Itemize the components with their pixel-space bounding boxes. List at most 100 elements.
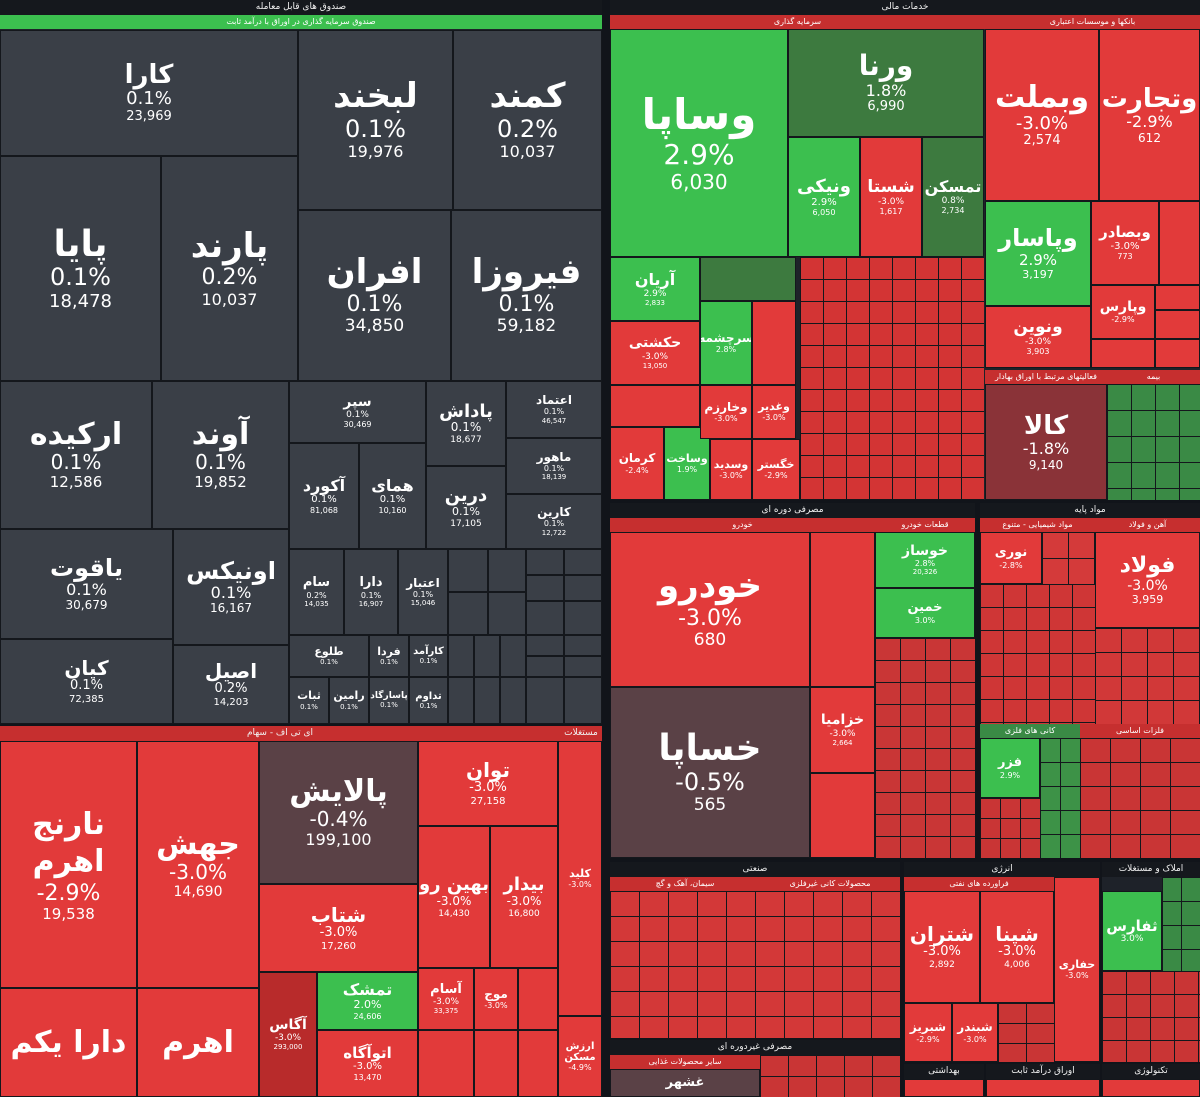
tile-small[interactable] <box>610 385 700 427</box>
tile-vnovin[interactable]: ونوین -3.0% 3,903 <box>985 306 1091 368</box>
tile-tamashk[interactable]: تمشک 2.0% 24,606 <box>317 972 418 1030</box>
tile-varis[interactable]: وپارس -2.9% <box>1091 285 1155 339</box>
tile-vtejarat[interactable]: وتجارت -2.9% 612 <box>1099 29 1200 201</box>
tile-homay[interactable]: همای 0.1% 10,160 <box>359 443 426 549</box>
tile-ahrom[interactable]: اهرم <box>137 988 259 1097</box>
small-tiles-grid[interactable] <box>1080 738 1200 858</box>
tile-small[interactable] <box>1159 201 1200 285</box>
tile-vkharazm[interactable]: وخارزم -3.0% <box>700 385 752 439</box>
tile-small[interactable] <box>564 656 602 677</box>
tile-small[interactable] <box>448 592 488 635</box>
tile-farda[interactable]: فردا 0.1% <box>369 635 409 677</box>
tile-karamad[interactable]: کارآمد 0.1% <box>409 635 448 677</box>
tile-small[interactable] <box>526 656 564 677</box>
tile-asil[interactable]: اصیل 0.2% 14,203 <box>173 645 289 724</box>
tile-small[interactable] <box>500 635 526 677</box>
tile-vanik[interactable]: ونیکی 2.9% 6,050 <box>788 137 860 257</box>
small-tiles-grid[interactable] <box>1102 971 1200 1062</box>
tile-naranj[interactable]: نارنج اهرم -2.9% 19,538 <box>0 741 137 988</box>
tile-khodro[interactable]: خودرو -3.0% 680 <box>610 532 810 687</box>
tile-etemad[interactable]: اعتماد 0.1% 46,547 <box>506 381 602 438</box>
tile-tadavom[interactable]: تداوم 0.1% <box>409 677 448 724</box>
tile-akord[interactable]: آکورد 0.1% 81,068 <box>289 443 359 549</box>
tile-hekmat[interactable]: حکشتی -3.0% 13,050 <box>610 321 700 385</box>
tile-palayesh[interactable]: پالایش -0.4% 199,100 <box>259 741 418 884</box>
tile-small[interactable] <box>518 968 558 1030</box>
tile-shasta[interactable]: شستا -3.0% 1,617 <box>860 137 922 257</box>
tile-shebandar[interactable]: شبندر -3.0% <box>952 1003 998 1062</box>
tile-small[interactable] <box>986 1079 1100 1097</box>
tile-khamin[interactable]: خمین 3.0% <box>875 588 975 638</box>
tile-labkhand[interactable]: لبخند 0.1% 19,976 <box>298 30 453 210</box>
tile-small[interactable] <box>500 677 526 724</box>
tile-small[interactable] <box>564 635 602 656</box>
tile-arzesh[interactable]: ارزش مسکن -4.9% <box>558 1016 602 1097</box>
tile-small[interactable] <box>1155 310 1200 339</box>
tile-fazr[interactable]: فزر 2.9% <box>980 738 1040 798</box>
tile-khsapa[interactable]: خساپا -0.5% 565 <box>610 687 810 858</box>
tile-khegostar[interactable]: خگستر -2.9% <box>752 439 800 500</box>
tile-afran[interactable]: افران 0.1% 34,850 <box>298 210 451 381</box>
tile-sarmad[interactable]: سرچشمه 2.8% <box>700 301 752 385</box>
tile-nouri[interactable]: نوری -2.8% <box>980 532 1042 584</box>
tile-small[interactable] <box>564 575 602 601</box>
tile-small[interactable] <box>448 677 474 724</box>
tile-varna[interactable]: ورنا 1.8% 6,990 <box>788 29 984 137</box>
small-tiles-grid[interactable] <box>1107 384 1200 500</box>
tile-small[interactable] <box>518 1030 558 1097</box>
small-tiles-grid[interactable] <box>760 1055 900 1097</box>
tile-bidar[interactable]: بیدار -3.0% 16,800 <box>490 826 558 968</box>
small-tiles-grid[interactable] <box>998 1003 1054 1062</box>
tile-arian[interactable]: آریان 2.9% 2,833 <box>610 257 700 321</box>
tile-sam[interactable]: سام 0.2% 14,035 <box>289 549 344 635</box>
tile-khosaz[interactable]: خوساز 2.8% 20,326 <box>875 532 975 588</box>
tile-small[interactable] <box>526 635 564 656</box>
tile-kerman[interactable]: کرمان -2.4% <box>610 427 664 500</box>
tile-shabriz[interactable]: شبریز -2.9% <box>904 1003 952 1062</box>
small-tiles-grid[interactable] <box>980 584 1095 724</box>
tile-vabmellat[interactable]: وبملت -3.0% 2,574 <box>985 29 1099 201</box>
tile-mahour[interactable]: ماهور 0.1% 18,139 <box>506 438 602 494</box>
tile-vasapa[interactable]: وساپا 2.9% 6,030 <box>610 29 788 257</box>
tile-vbsader[interactable]: وبصادر -3.0% 773 <box>1091 201 1159 285</box>
tile-small[interactable] <box>564 677 602 724</box>
tile-dorin[interactable]: درین 0.1% 17,105 <box>426 466 506 549</box>
tile-small[interactable] <box>526 549 564 575</box>
small-tiles-grid[interactable] <box>1042 532 1095 584</box>
tile-vpasar[interactable]: وپاسار 2.9% 3,197 <box>985 201 1091 306</box>
tile-small[interactable] <box>526 677 564 724</box>
tile-small[interactable] <box>1155 339 1200 368</box>
tile-small[interactable] <box>474 677 500 724</box>
tile-small[interactable] <box>810 532 875 687</box>
tile-vghadir[interactable]: وغدیر -3.0% <box>752 385 796 439</box>
small-tiles-grid[interactable] <box>875 638 975 858</box>
tile-padash[interactable]: پاداش 0.1% 18,677 <box>426 381 506 466</box>
tile-small[interactable] <box>448 549 488 592</box>
tile-small[interactable] <box>1102 1079 1200 1097</box>
tile-agas[interactable]: آگاس -3.0% 293,000 <box>259 972 317 1097</box>
tile-small[interactable] <box>488 592 526 635</box>
tile-parand[interactable]: پارند 0.2% 10,037 <box>161 156 298 381</box>
tile-small[interactable] <box>474 635 500 677</box>
tile-small[interactable] <box>526 601 564 635</box>
tile-jahesh[interactable]: جهش -3.0% 14,690 <box>137 741 259 988</box>
tile-small[interactable] <box>474 1030 518 1097</box>
tile-tafars[interactable]: ثفارس 3.0% <box>1102 891 1162 971</box>
tile-small[interactable] <box>810 773 875 858</box>
tile-arkide[interactable]: ارکیده 0.1% 12,586 <box>0 381 152 529</box>
small-tiles-grid[interactable] <box>610 891 900 1038</box>
tile-asam[interactable]: آسام -3.0% 33,375 <box>418 968 474 1030</box>
tile-etebar[interactable]: اعتبار 0.1% 15,046 <box>398 549 448 635</box>
tile-firouza[interactable]: فیروزا 0.1% 59,182 <box>451 210 602 381</box>
tile-small[interactable] <box>448 635 474 677</box>
tile-ghashahr[interactable]: غشهر <box>610 1069 760 1097</box>
tile-small[interactable] <box>700 257 796 301</box>
tile-small[interactable] <box>526 575 564 601</box>
tile-avand[interactable]: آوند 0.1% 19,852 <box>152 381 289 529</box>
small-tiles-grid[interactable] <box>1040 738 1080 858</box>
tile-mowj[interactable]: موج -3.0% <box>474 968 518 1030</box>
tile-hafari[interactable]: حفاری -3.0% <box>1054 877 1100 1062</box>
tile-kalid[interactable]: کلید -3.0% <box>558 741 602 1016</box>
tile-sabat[interactable]: ثبات 0.1% <box>289 677 329 724</box>
tile-small[interactable] <box>418 1030 474 1097</box>
